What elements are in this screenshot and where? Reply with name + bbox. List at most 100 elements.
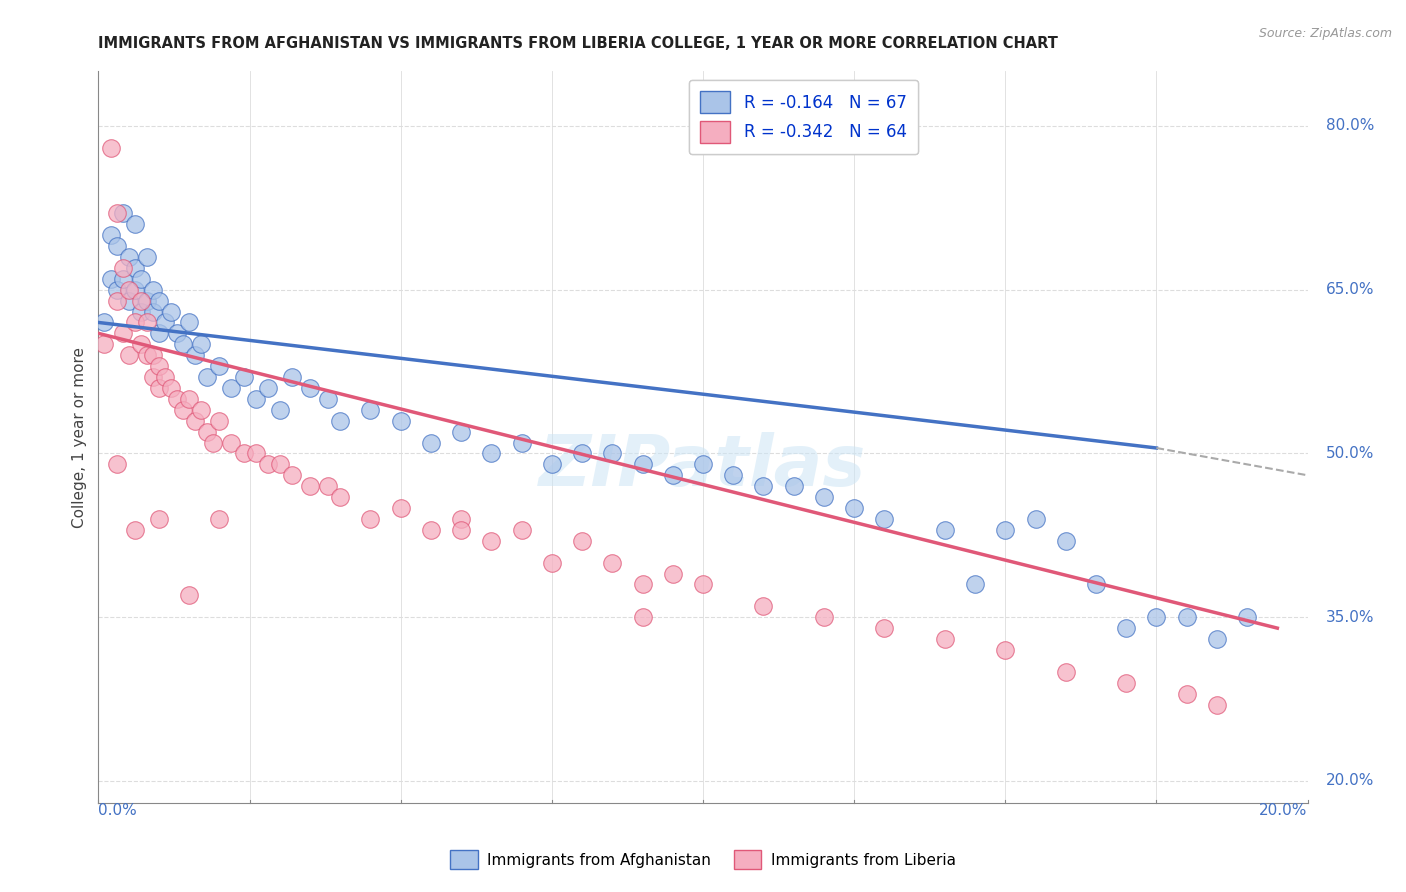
Point: [208, 359, 231, 373]
Point: [135, 348, 157, 362]
Text: 20.0%: 20.0%: [1326, 773, 1374, 789]
Point: [994, 643, 1017, 657]
Point: [1175, 687, 1198, 701]
Point: [118, 348, 141, 362]
Point: [148, 381, 170, 395]
Point: [129, 304, 152, 318]
Legend: R = -0.164   N = 67, R = -0.342   N = 64: R = -0.164 N = 67, R = -0.342 N = 64: [689, 79, 918, 154]
Point: [510, 435, 533, 450]
Point: [1054, 533, 1077, 548]
Point: [153, 370, 176, 384]
Point: [269, 402, 291, 417]
Point: [661, 566, 683, 581]
Point: [105, 293, 128, 308]
Point: [153, 315, 176, 329]
Point: [481, 533, 503, 548]
Point: [1085, 577, 1108, 591]
Point: [419, 523, 441, 537]
Text: ZIPatlas: ZIPatlas: [540, 432, 866, 500]
Point: [844, 501, 866, 516]
Point: [232, 370, 254, 384]
Point: [172, 337, 194, 351]
Point: [256, 458, 278, 472]
Point: [661, 468, 683, 483]
Point: [129, 337, 152, 351]
Point: [540, 556, 562, 570]
Text: 50.0%: 50.0%: [1326, 446, 1374, 461]
Point: [129, 293, 152, 308]
Point: [1175, 610, 1198, 624]
Point: [692, 577, 714, 591]
Point: [100, 272, 122, 286]
Point: [571, 533, 593, 548]
Point: [221, 435, 243, 450]
Point: [111, 206, 134, 220]
Point: [269, 458, 291, 472]
Point: [934, 523, 956, 537]
Point: [316, 479, 339, 493]
Point: [135, 293, 157, 308]
Point: [124, 260, 146, 275]
Text: 35.0%: 35.0%: [1326, 610, 1374, 624]
Point: [316, 392, 339, 406]
Point: [177, 392, 201, 406]
Point: [389, 414, 412, 428]
Text: Source: ZipAtlas.com: Source: ZipAtlas.com: [1258, 27, 1392, 40]
Point: [360, 402, 382, 417]
Point: [1206, 632, 1229, 646]
Point: [752, 479, 775, 493]
Point: [135, 250, 157, 264]
Point: [419, 435, 441, 450]
Point: [184, 414, 207, 428]
Point: [221, 381, 243, 395]
Point: [256, 381, 278, 395]
Point: [105, 458, 128, 472]
Point: [1144, 610, 1167, 624]
Y-axis label: College, 1 year or more: College, 1 year or more: [72, 347, 87, 527]
Point: [232, 446, 254, 460]
Point: [177, 588, 201, 602]
Point: [360, 512, 382, 526]
Point: [118, 293, 141, 308]
Point: [135, 315, 157, 329]
Point: [329, 490, 352, 504]
Point: [389, 501, 412, 516]
Point: [166, 392, 188, 406]
Point: [873, 621, 896, 635]
Point: [752, 599, 775, 614]
Point: [105, 283, 128, 297]
Point: [965, 577, 987, 591]
Point: [571, 446, 593, 460]
Point: [1206, 698, 1229, 712]
Point: [100, 228, 122, 243]
Point: [148, 512, 170, 526]
Point: [813, 490, 835, 504]
Point: [195, 425, 218, 439]
Point: [299, 381, 322, 395]
Point: [160, 304, 183, 318]
Point: [208, 414, 231, 428]
Point: [631, 577, 654, 591]
Point: [510, 523, 533, 537]
Point: [245, 446, 267, 460]
Point: [195, 370, 218, 384]
Text: 65.0%: 65.0%: [1326, 282, 1374, 297]
Point: [208, 512, 231, 526]
Point: [994, 523, 1017, 537]
Point: [118, 283, 141, 297]
Point: [873, 512, 896, 526]
Point: [93, 337, 115, 351]
Point: [450, 523, 472, 537]
Point: [631, 458, 654, 472]
Point: [934, 632, 956, 646]
Point: [1115, 621, 1137, 635]
Point: [602, 556, 624, 570]
Legend: Immigrants from Afghanistan, Immigrants from Liberia: Immigrants from Afghanistan, Immigrants …: [444, 844, 962, 875]
Point: [124, 315, 146, 329]
Point: [299, 479, 322, 493]
Point: [172, 402, 194, 417]
Point: [129, 272, 152, 286]
Text: 20.0%: 20.0%: [1260, 803, 1308, 818]
Point: [111, 260, 134, 275]
Point: [450, 512, 472, 526]
